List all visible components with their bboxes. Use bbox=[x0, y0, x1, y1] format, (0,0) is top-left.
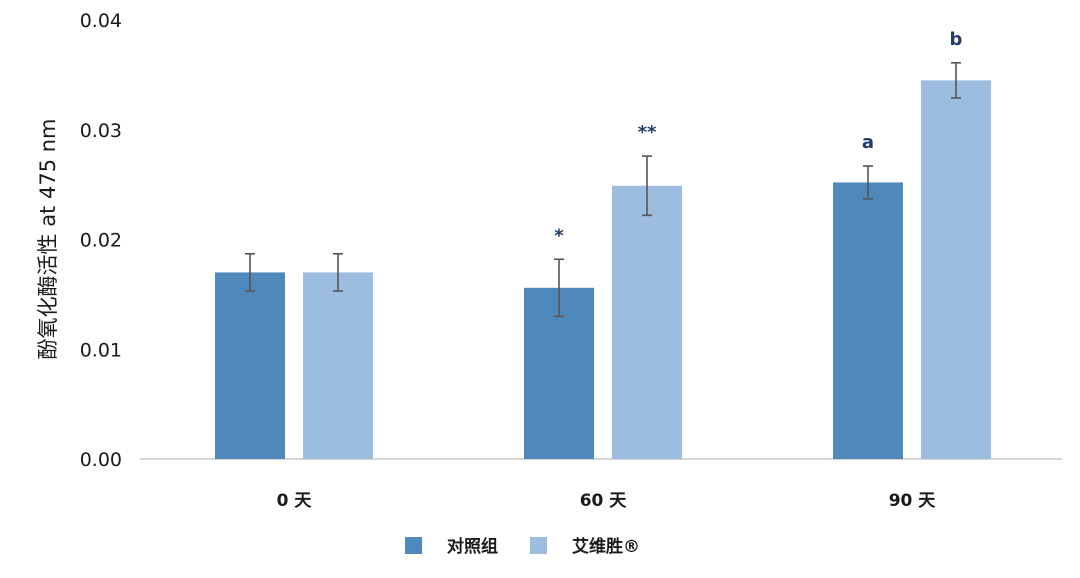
y-axis-ticks: 0.00 0.01 0.02 0.03 0.04 bbox=[80, 10, 122, 471]
bar-control-0 bbox=[215, 272, 285, 459]
error-bar bbox=[333, 252, 343, 292]
y-tick-label: 0.02 bbox=[80, 230, 122, 252]
y-tick-label: 0.01 bbox=[80, 339, 122, 361]
bar-treatment-2 bbox=[921, 80, 991, 460]
error-bar bbox=[245, 252, 255, 292]
significance-label: b bbox=[950, 29, 963, 50]
legend-item-control: 对照组 bbox=[405, 536, 498, 557]
bar-treatment-1 bbox=[612, 185, 682, 459]
legend: 对照组 艾维胜® bbox=[405, 536, 640, 557]
bar-treatment-0 bbox=[303, 272, 373, 459]
x-tick-label: 0 天 bbox=[277, 491, 313, 511]
error-bar bbox=[642, 155, 652, 217]
legend-swatch bbox=[530, 537, 547, 554]
y-tick-label: 0.04 bbox=[80, 10, 122, 32]
legend-label: 艾维胜® bbox=[572, 536, 640, 557]
error-bar bbox=[554, 258, 564, 318]
error-bar bbox=[863, 165, 873, 200]
y-tick-label: 0.03 bbox=[80, 120, 122, 142]
x-tick-label: 60 天 bbox=[580, 491, 628, 511]
legend-label: 对照组 bbox=[447, 536, 498, 557]
y-axis-title: 酚氧化酶活性 at 475 nm bbox=[36, 119, 60, 360]
error-bar bbox=[951, 62, 961, 99]
x-axis-category-labels: 0 天 60 天 90 天 bbox=[277, 491, 937, 511]
legend-swatch bbox=[405, 537, 422, 554]
significance-label: ** bbox=[638, 122, 657, 143]
bar-control-2 bbox=[833, 182, 903, 459]
significance-label: a bbox=[862, 132, 874, 153]
x-tick-label: 90 天 bbox=[889, 491, 937, 511]
significance-label: * bbox=[554, 225, 564, 246]
legend-item-treatment: 艾维胜® bbox=[530, 536, 640, 557]
y-tick-label: 0.00 bbox=[80, 449, 122, 471]
bars: *** ab bbox=[215, 29, 991, 460]
